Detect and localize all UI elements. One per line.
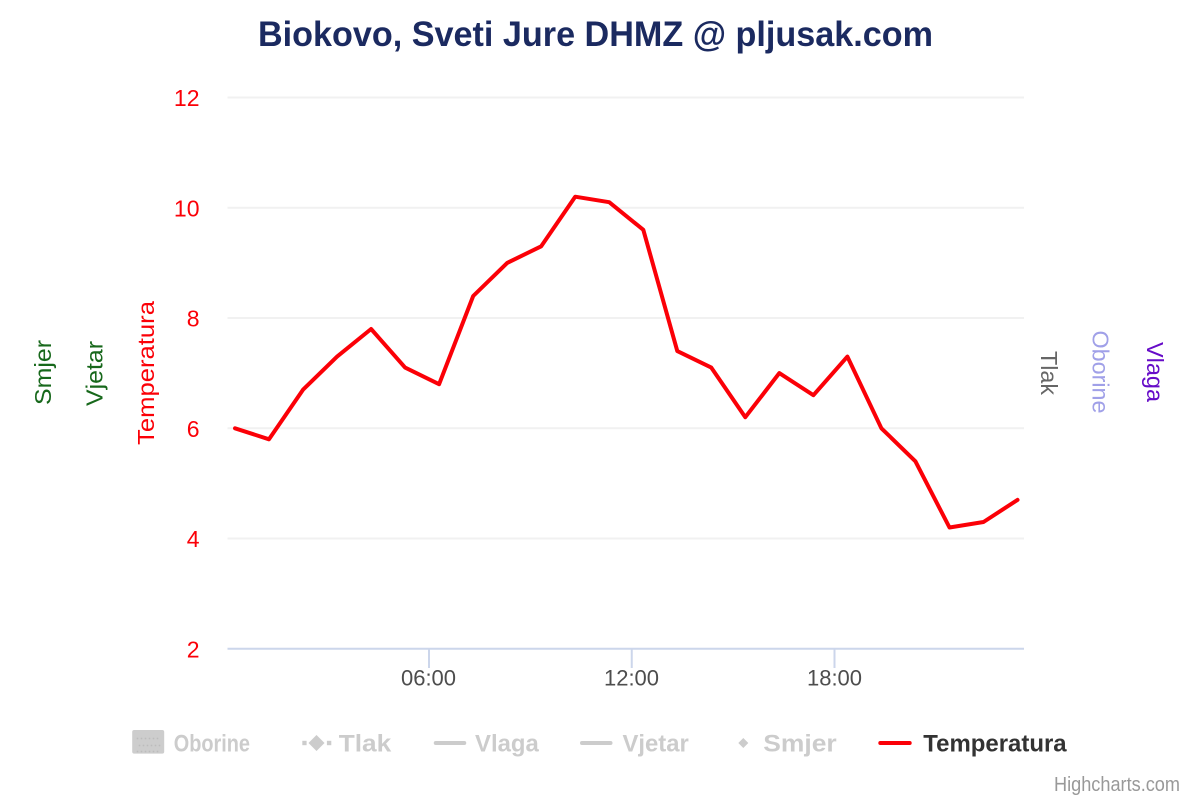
svg-text:Vlaga: Vlaga xyxy=(1142,342,1168,402)
svg-text:Biokovo, Sveti Jure DHMZ @ plj: Biokovo, Sveti Jure DHMZ @ pljusak.com xyxy=(258,15,933,54)
svg-text:06:00: 06:00 xyxy=(401,666,456,691)
svg-text:12: 12 xyxy=(174,85,200,111)
svg-text:4: 4 xyxy=(187,526,200,552)
svg-text:Highcharts.com: Highcharts.com xyxy=(1054,774,1180,796)
svg-text:Vjetar: Vjetar xyxy=(623,731,689,758)
svg-text:Oborine: Oborine xyxy=(174,731,250,758)
svg-text:10: 10 xyxy=(174,195,200,221)
svg-text:12:00: 12:00 xyxy=(604,666,659,691)
svg-text:Temperatura: Temperatura xyxy=(923,731,1067,758)
svg-text:Smjer: Smjer xyxy=(763,731,836,758)
svg-text:Vjetar: Vjetar xyxy=(82,341,108,406)
svg-text:8: 8 xyxy=(187,306,200,332)
svg-text:Smjer: Smjer xyxy=(30,340,56,405)
svg-text:Tlak: Tlak xyxy=(1036,351,1062,396)
svg-text:Tlak: Tlak xyxy=(339,731,392,758)
svg-text:6: 6 xyxy=(187,416,200,442)
svg-text:18:00: 18:00 xyxy=(807,666,862,691)
svg-text:2: 2 xyxy=(187,636,200,662)
svg-text:Temperatura: Temperatura xyxy=(133,301,159,445)
svg-text:Oborine: Oborine xyxy=(1088,331,1114,414)
svg-text:Vlaga: Vlaga xyxy=(475,731,539,758)
